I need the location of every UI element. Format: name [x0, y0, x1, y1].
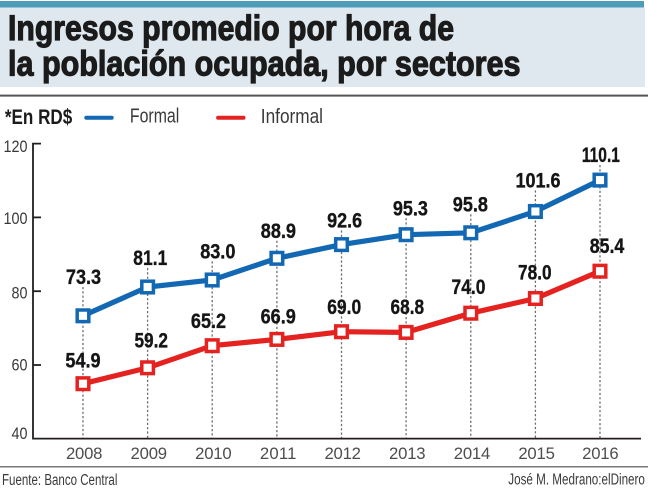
- svg-text:59.2: 59.2: [134, 330, 168, 353]
- svg-text:la población ocupada, por sect: la población ocupada, por sectores: [8, 45, 521, 84]
- svg-text:80: 80: [12, 283, 28, 302]
- svg-text:2014: 2014: [454, 444, 491, 463]
- svg-text:2012: 2012: [324, 444, 361, 463]
- svg-text:Ingresos promedio por hora de: Ingresos promedio por hora de: [8, 9, 454, 48]
- svg-text:120: 120: [4, 137, 28, 156]
- svg-text:95.8: 95.8: [453, 194, 488, 217]
- svg-text:85.4: 85.4: [590, 235, 625, 258]
- svg-text:2016: 2016: [582, 444, 619, 463]
- svg-text:2008: 2008: [66, 444, 103, 463]
- svg-text:2010: 2010: [195, 444, 232, 463]
- svg-text:54.9: 54.9: [65, 350, 100, 373]
- svg-text:Informal: Informal: [261, 105, 323, 128]
- svg-text:100: 100: [4, 209, 28, 228]
- svg-text:83.0: 83.0: [200, 241, 235, 264]
- svg-text:2009: 2009: [131, 444, 168, 463]
- svg-text:Fuente: Banco Central: Fuente: Banco Central: [2, 472, 117, 489]
- svg-text:José M. Medrano:elDinero: José M. Medrano:elDinero: [508, 471, 645, 488]
- svg-text:74.0: 74.0: [452, 276, 486, 299]
- svg-text:110.1: 110.1: [582, 144, 620, 167]
- svg-text:2011: 2011: [260, 444, 297, 463]
- svg-text:2015: 2015: [518, 444, 555, 463]
- svg-text:68.8: 68.8: [391, 296, 425, 319]
- svg-text:88.9: 88.9: [261, 220, 296, 243]
- svg-text:2013: 2013: [389, 444, 426, 463]
- svg-text:78.0: 78.0: [518, 261, 552, 284]
- svg-text:69.0: 69.0: [327, 296, 361, 319]
- svg-text:40: 40: [12, 424, 28, 443]
- svg-text:101.6: 101.6: [516, 170, 561, 193]
- svg-text:95.3: 95.3: [393, 197, 428, 220]
- svg-text:65.2: 65.2: [191, 310, 226, 333]
- svg-text:73.3: 73.3: [66, 266, 101, 289]
- svg-text:81.1: 81.1: [133, 247, 167, 270]
- svg-text:92.6: 92.6: [327, 210, 362, 233]
- svg-text:60: 60: [12, 356, 28, 375]
- svg-text:Formal: Formal: [130, 105, 179, 128]
- svg-text:*En RD$: *En RD$: [5, 106, 72, 129]
- svg-text:66.9: 66.9: [261, 306, 296, 329]
